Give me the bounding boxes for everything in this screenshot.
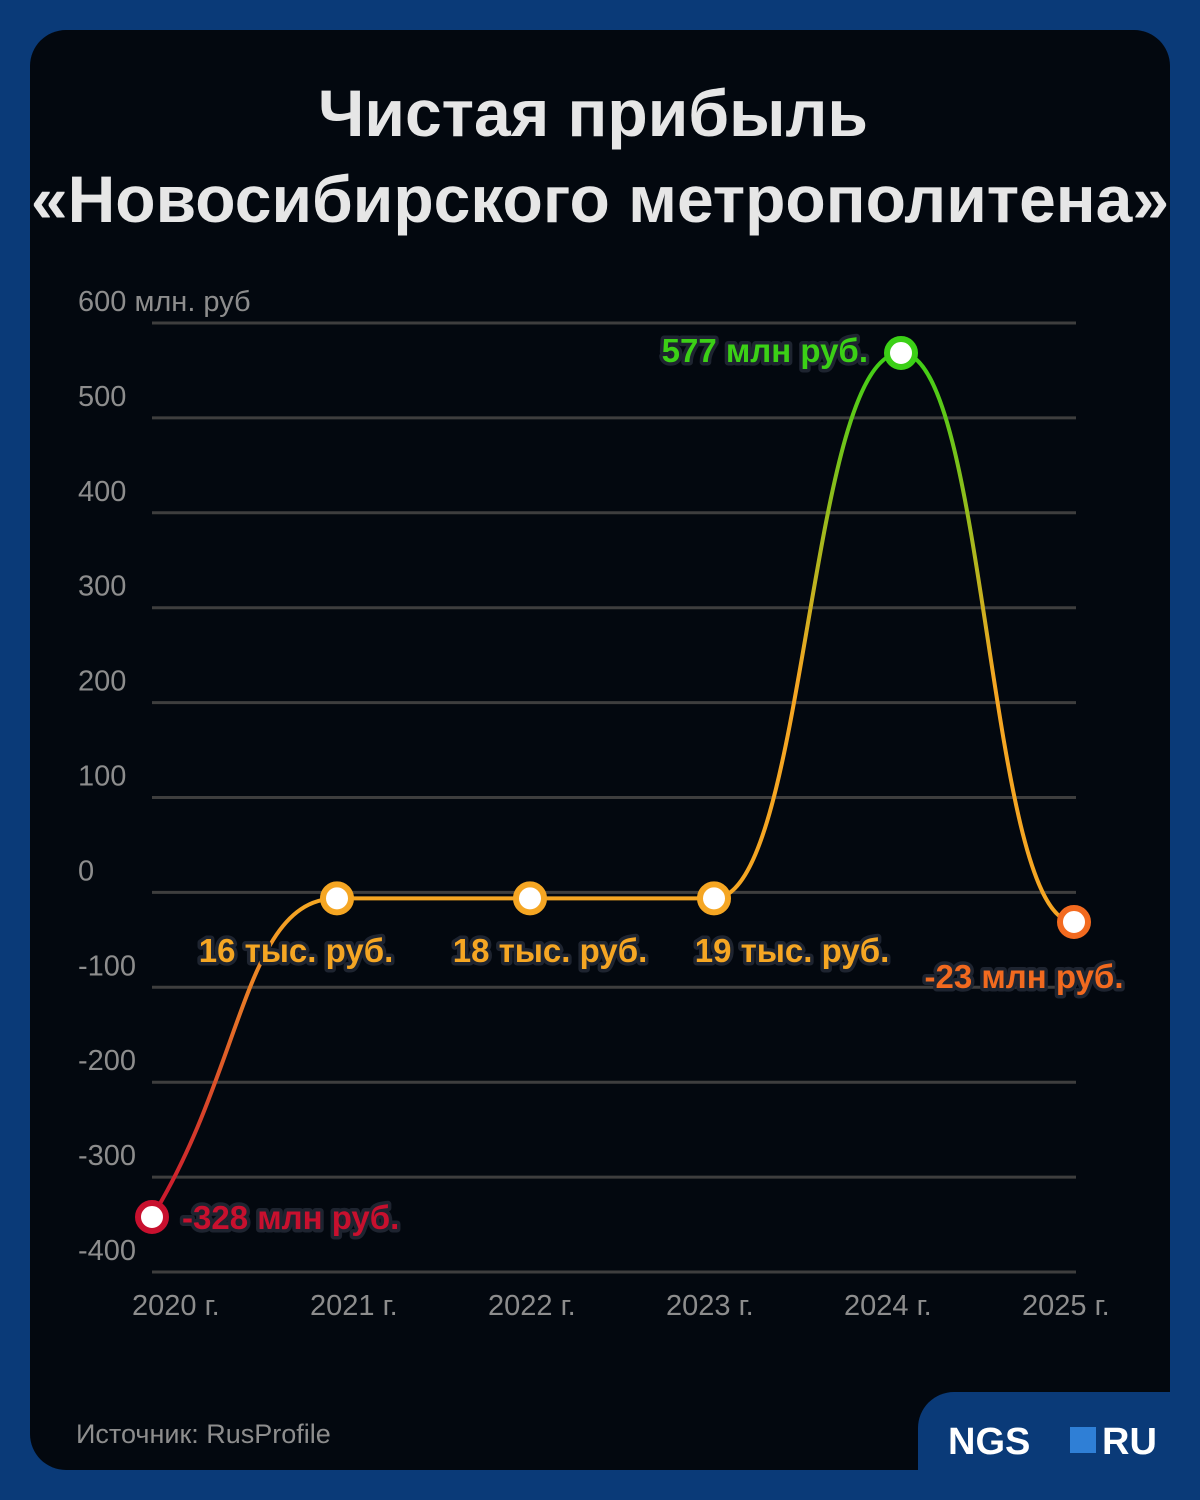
data-points — [135, 336, 1091, 1234]
y-tick-label: -100 — [78, 950, 136, 982]
data-label: 19 тыс. руб. — [695, 932, 890, 969]
y-tick-label: 500 — [78, 381, 126, 413]
logo-ngs-text: NGS — [948, 1421, 1030, 1463]
y-tick-label: -400 — [78, 1235, 136, 1267]
data-point — [884, 336, 918, 370]
x-tick-label: 2021 г. — [310, 1290, 398, 1322]
data-label: 16 тыс. руб. — [199, 932, 394, 969]
x-tick-label: 2025 г. — [1022, 1290, 1110, 1322]
y-tick-label: 0 — [78, 855, 94, 887]
y-tick-label: 600 млн. руб — [78, 286, 251, 318]
data-point — [1057, 905, 1091, 939]
x-tick-label: 2023 г. — [666, 1290, 754, 1322]
data-labels: -328 млн руб. 16 тыс. руб. 18 тыс. руб. 19 … — [179, 329, 1127, 1240]
data-label: -328 млн руб. — [182, 1199, 399, 1236]
y-tick-label: 300 — [78, 571, 126, 603]
logo-tab — [918, 1392, 1200, 1500]
ngs-logo: NGS RU — [948, 1421, 1157, 1463]
data-point — [697, 881, 731, 916]
x-tick-label: 2024 г. — [844, 1290, 932, 1322]
x-axis-ticks: 2020 г. 2021 г. 2022 г. 2023 г. 2024 г. 2025 … — [132, 1290, 1110, 1322]
logo-ru-text: RU — [1102, 1421, 1157, 1463]
square-icon — [1070, 1427, 1096, 1453]
data-point — [320, 881, 354, 916]
source-note: Источник: RusProfile — [76, 1419, 331, 1449]
y-tick-label: 100 — [78, 761, 126, 793]
y-tick-label: 200 — [78, 666, 126, 698]
card-background — [30, 30, 1170, 1470]
data-point — [513, 881, 547, 916]
y-tick-label: -200 — [78, 1045, 136, 1077]
data-point — [135, 1200, 169, 1234]
y-axis-ticks: -400 -300 -200 -100 0 100 200 300 400 500 600 млн.… — [78, 286, 251, 1267]
chart-title-line-1: Чистая прибыль — [318, 76, 868, 150]
data-label: 577 млн руб. — [662, 332, 868, 369]
data-label: 18 тыс. руб. — [453, 932, 648, 969]
x-tick-label: 2022 г. — [488, 1290, 576, 1322]
chart-title-line-2: «Новосибирского метрополитена» — [31, 162, 1169, 236]
x-tick-label: 2020 г. — [132, 1290, 220, 1322]
y-tick-label: -300 — [78, 1140, 136, 1172]
data-label: -23 млн руб. — [925, 958, 1124, 995]
y-tick-label: 400 — [78, 476, 126, 508]
chart-grid — [152, 321, 1076, 1274]
